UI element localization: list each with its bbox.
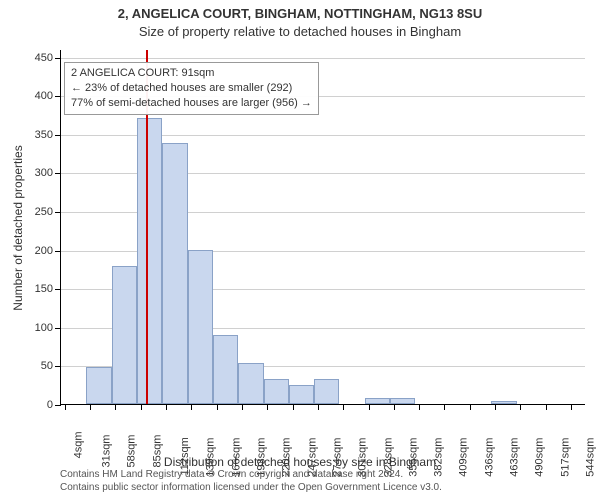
histogram-bar: [213, 335, 238, 404]
ytick-label: 250: [35, 206, 53, 218]
ytick-label: 350: [35, 129, 53, 141]
histogram-bar: [289, 385, 314, 404]
title-main: 2, ANGELICA COURT, BINGHAM, NOTTINGHAM, …: [0, 6, 600, 21]
info-box: 2 ANGELICA COURT: 91sqm ← 23% of detache…: [64, 62, 319, 115]
info-line: 77% of semi-detached houses are larger (…: [71, 96, 312, 111]
histogram-bar: [162, 143, 187, 404]
histogram-bar: [264, 379, 289, 404]
ytick-label: 450: [35, 52, 53, 64]
info-line: 2 ANGELICA COURT: 91sqm: [71, 66, 312, 81]
footer-line: Contains public sector information licen…: [60, 481, 442, 494]
histogram-bar: [238, 363, 263, 404]
ytick-label: 0: [47, 399, 53, 411]
footer: Contains HM Land Registry data © Crown c…: [60, 468, 442, 494]
histogram-bar: [137, 118, 162, 404]
ytick-label: 50: [41, 360, 53, 372]
histogram-bar: [188, 250, 213, 404]
footer-line: Contains HM Land Registry data © Crown c…: [60, 468, 442, 481]
histogram-bar: [86, 367, 111, 404]
ytick-label: 300: [35, 167, 53, 179]
ytick-label: 100: [35, 322, 53, 334]
histogram-bar: [314, 379, 339, 404]
histogram-bar: [112, 266, 137, 404]
title-sub: Size of property relative to detached ho…: [0, 24, 600, 39]
ytick-label: 200: [35, 245, 53, 257]
ytick-label: 400: [35, 90, 53, 102]
y-axis-label: Number of detached properties: [11, 145, 25, 310]
ytick-label: 150: [35, 283, 53, 295]
chart-container: 2, ANGELICA COURT, BINGHAM, NOTTINGHAM, …: [0, 0, 600, 500]
x-axis-label: Distribution of detached houses by size …: [0, 455, 600, 469]
info-line: ← 23% of detached houses are smaller (29…: [71, 81, 312, 96]
